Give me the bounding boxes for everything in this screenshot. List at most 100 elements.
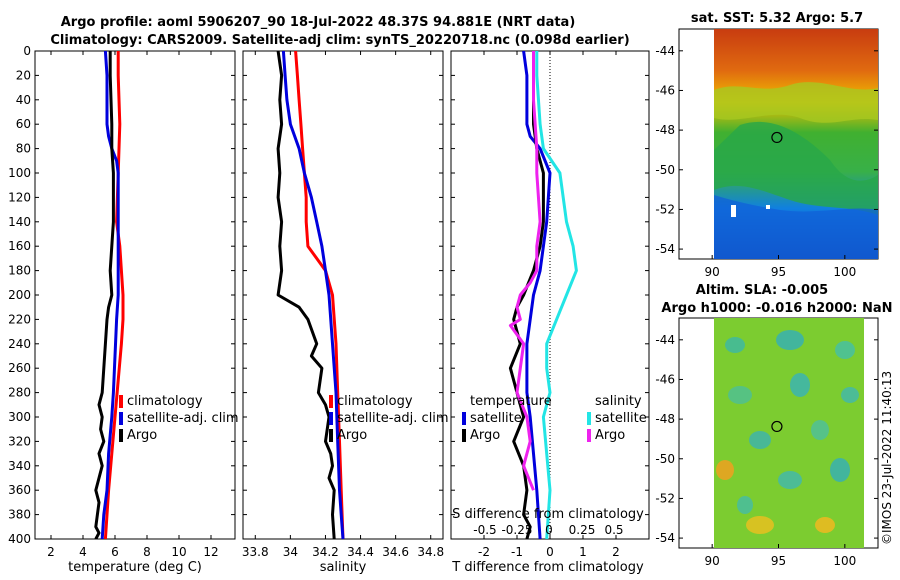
legend-swatch-satellite <box>119 412 123 425</box>
y-tick-label: 400 <box>8 532 31 546</box>
temperature-y-ticks: 0 20 40 60 80 100 120 140 160 180 200 220 240 260 280 3… <box>8 44 235 546</box>
difference-lines <box>508 51 578 539</box>
x-tick-label: 8 <box>143 545 151 559</box>
imos-watermark: ©IMOS 23-Jul-2022 11:40:13 <box>880 371 894 545</box>
sla-eddy <box>749 431 771 449</box>
salinity-legend: climatology satellite-adj. clim Argo <box>329 394 449 443</box>
y-tick-label: 240 <box>8 337 31 351</box>
x-tick-label: 2 <box>47 545 55 559</box>
sla-eddy <box>778 471 802 489</box>
legend-title-salinity: salinity <box>595 394 642 409</box>
sla-eddy <box>835 341 855 359</box>
series-line-s-argo <box>508 51 542 491</box>
y-tick-label: 40 <box>16 93 31 107</box>
x-tick-label: 12 <box>203 545 218 559</box>
x-tick-label: 34.6 <box>382 545 409 559</box>
x-tick-label: 6 <box>111 545 119 559</box>
sla-eddies <box>716 330 859 534</box>
series-line-t-argo <box>508 51 545 539</box>
map-x-tick-label: 90 <box>705 265 720 279</box>
sla-eddy <box>815 517 835 533</box>
temperature-lines <box>94 51 125 539</box>
x-tick-label: 10 <box>171 545 186 559</box>
argo-location-marker <box>771 131 783 144</box>
legend-label-satellite: satellite-adj. clim <box>337 411 449 426</box>
s-tick: 0 <box>545 523 553 537</box>
x-tick-label: 33.8 <box>242 545 269 559</box>
s-tick: -0.25 <box>501 523 532 537</box>
difference-legend: temperature satellite Argo salinity sate… <box>462 394 647 443</box>
series-line-t-satellite <box>522 51 552 539</box>
s-difference-label: S difference from climatology <box>452 507 644 522</box>
map-y-tick-label: -46 <box>655 83 675 97</box>
sla-eddy <box>811 420 829 440</box>
sla-eddy <box>746 516 774 534</box>
sst-missing-cell <box>731 205 736 217</box>
temperature-x-ticks: 2 4 6 8 10 12 <box>47 51 219 559</box>
y-tick-label: 100 <box>8 166 31 180</box>
map-y-tick-label: -48 <box>655 123 675 137</box>
figure-title-line1: Argo profile: aoml 5906207_90 18-Jul-202… <box>61 15 576 30</box>
y-tick-label: 200 <box>8 288 31 302</box>
map-y-tick-label: -48 <box>655 412 675 426</box>
temperature-xlabel: temperature (deg C) <box>68 560 202 575</box>
legend-label-s-argo: Argo <box>595 428 625 443</box>
x-tick-label: -1 <box>511 545 523 559</box>
y-tick-label: 140 <box>8 215 31 229</box>
y-tick-label: 360 <box>8 483 31 497</box>
sst-map-ticks: 90 95 100 -44 -46 -48 -50 -52 -54 <box>655 44 878 279</box>
sst-frontal-band <box>714 82 878 123</box>
map-y-tick-label: -50 <box>655 452 675 466</box>
x-tick-label: 4 <box>79 545 87 559</box>
x-tick-label: -2 <box>478 545 490 559</box>
y-tick-label: 380 <box>8 508 31 522</box>
sst-missing-cell <box>766 205 770 209</box>
y-tick-label: 0 <box>23 44 31 58</box>
sla-map-title: Altim. SLA: -0.005 <box>696 283 828 298</box>
x-tick-label: 34.4 <box>347 545 374 559</box>
salinity-axes-frame <box>242 50 444 540</box>
legend-swatch-t-argo <box>462 429 466 442</box>
x-tick-label: 2 <box>612 545 620 559</box>
y-tick-label: 180 <box>8 264 31 278</box>
map-x-tick-label: 95 <box>771 265 786 279</box>
legend-title-temperature: temperature <box>470 394 552 409</box>
y-tick-label: 80 <box>16 142 31 156</box>
sst-map-title: sat. SST: 5.32 Argo: 5.7 <box>691 11 863 26</box>
map-x-tick-label: 90 <box>705 554 720 568</box>
y-tick-label: 340 <box>8 459 31 473</box>
map-y-tick-label: -50 <box>655 163 675 177</box>
sla-eddy <box>737 496 753 514</box>
sla-eddy <box>841 387 859 403</box>
map-y-tick-label: -52 <box>655 491 675 505</box>
sla-eddy <box>776 330 804 350</box>
sla-eddy <box>725 337 745 353</box>
salinity-panel: 33.8 34 34.2 34.4 34.6 34.8 salinity climatol… <box>242 50 449 575</box>
legend-swatch-satellite <box>329 412 333 425</box>
sla-map-subtitle: Argo h1000: -0.016 h2000: NaN <box>661 301 892 316</box>
temperature-panel: 0 20 40 60 80 100 120 140 160 180 200 220 240 260 280 3… <box>8 44 239 575</box>
sst-cold-patch <box>714 195 878 259</box>
series-line-satellite-adj-clim <box>100 51 120 539</box>
argo-location-marker <box>771 420 783 433</box>
sst-green-patch <box>714 121 878 215</box>
temperature-axes-frame <box>34 50 236 540</box>
legend-swatch-s-satellite <box>587 412 591 425</box>
map-y-tick-label: -52 <box>655 202 675 216</box>
legend-swatch-s-argo <box>587 429 591 442</box>
map-y-tick-label: -46 <box>655 372 675 386</box>
sla-eddy <box>728 386 752 404</box>
sst-map-panel: sat. SST: 5.32 Argo: 5.7 90 95 100 -44 -46 -4… <box>655 11 879 279</box>
salinity-xlabel: salinity <box>320 560 367 575</box>
sla-eddy <box>790 373 810 397</box>
legend-label-satellite: satellite-adj. clim <box>127 411 239 426</box>
map-y-tick-label: -54 <box>655 531 675 545</box>
map-y-tick-label: -44 <box>655 333 675 347</box>
difference-panel: -2 -1 0 1 2 T difference from climatology S … <box>450 50 650 575</box>
legend-label-argo: Argo <box>127 428 157 443</box>
series-line-climatology <box>294 51 345 539</box>
map-y-tick-label: -44 <box>655 44 675 58</box>
legend-label-climatology: climatology <box>337 394 413 409</box>
legend-swatch-climatology <box>119 395 123 408</box>
legend-swatch-climatology <box>329 395 333 408</box>
